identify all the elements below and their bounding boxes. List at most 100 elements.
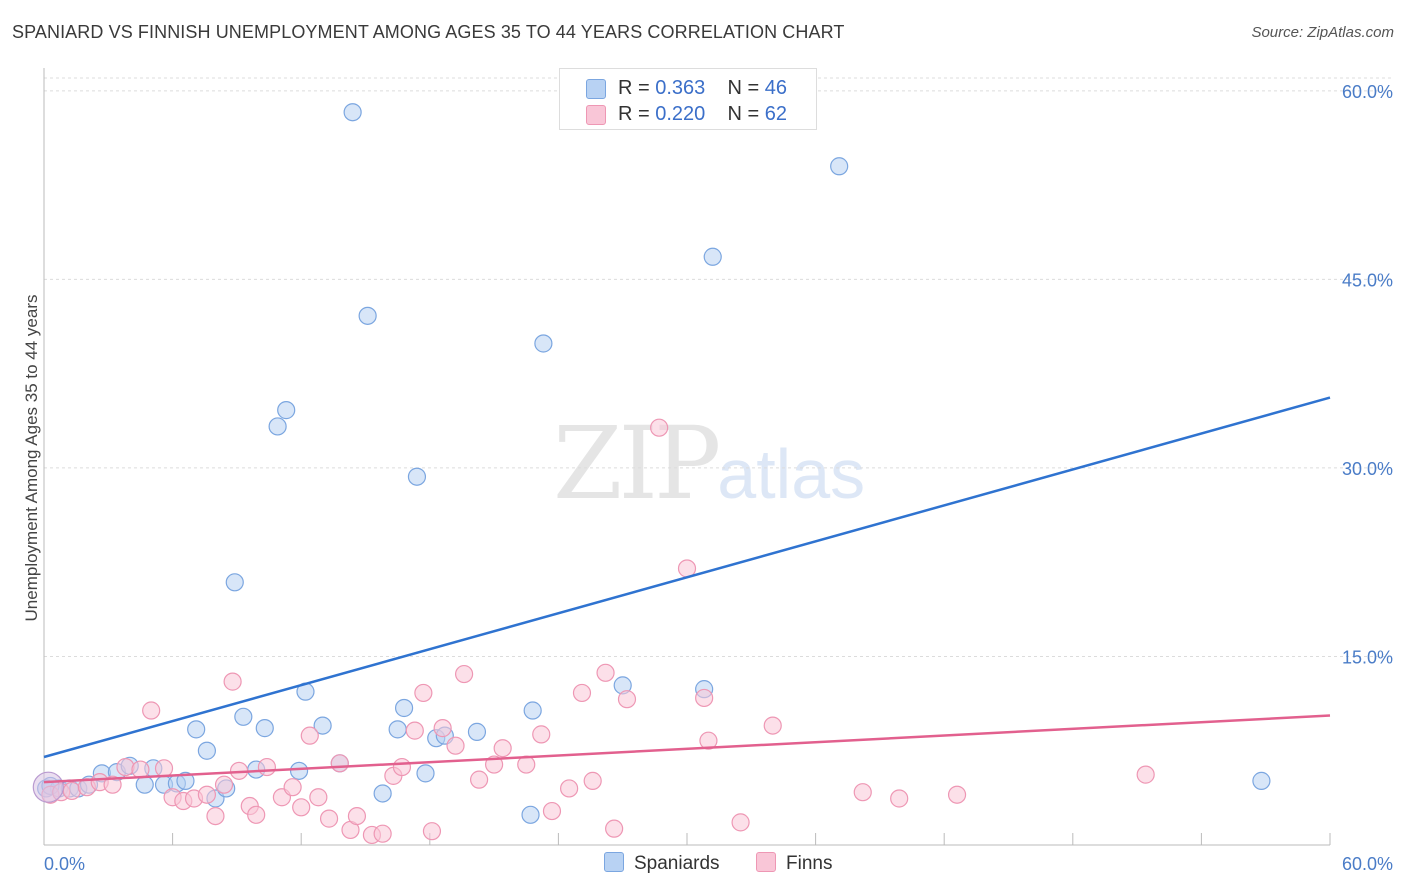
trend-lines bbox=[43, 396, 1331, 784]
finn-point bbox=[154, 759, 174, 778]
finn-point bbox=[890, 789, 909, 808]
spaniard-point bbox=[703, 247, 722, 266]
finn-point bbox=[257, 757, 277, 777]
legend-n-label: N = bbox=[727, 77, 765, 99]
spaniard-point bbox=[234, 707, 253, 726]
bottom-legend-swatch-spaniards bbox=[604, 852, 624, 872]
y-tick-label: 60.0% bbox=[1342, 82, 1393, 102]
spaniard-point bbox=[135, 775, 154, 794]
finn-point bbox=[373, 824, 392, 843]
finn-point bbox=[142, 701, 161, 720]
legend-n-value: 46 bbox=[764, 77, 788, 99]
spaniard-point bbox=[277, 401, 296, 420]
spaniard-point bbox=[1252, 771, 1271, 790]
finn-point bbox=[469, 770, 489, 789]
spaniard-point bbox=[289, 761, 309, 780]
finn-point bbox=[695, 688, 714, 708]
finn-point bbox=[62, 781, 81, 801]
finn-point bbox=[131, 760, 150, 779]
finn-point bbox=[422, 822, 442, 841]
y-tick-label: 45.0% bbox=[1342, 270, 1393, 290]
watermark: ZIPatlas bbox=[553, 405, 865, 522]
finn-point bbox=[206, 806, 225, 826]
spaniard-point bbox=[268, 417, 287, 436]
x-tick-label: 0.0% bbox=[44, 854, 85, 874]
finn-point bbox=[454, 664, 474, 684]
spaniard-point bbox=[255, 719, 274, 738]
x-tick-label: 60.0% bbox=[1342, 854, 1393, 874]
finn-point bbox=[116, 757, 135, 777]
watermark-atlas: atlas bbox=[717, 435, 866, 513]
finn-point bbox=[493, 739, 512, 758]
finn-point bbox=[699, 731, 718, 750]
finn-point bbox=[214, 775, 234, 794]
tick-labels: 15.0% 30.0% 45.0% 60.0% 0.0% 60.0% bbox=[44, 82, 1393, 874]
finn-point bbox=[446, 736, 465, 755]
legend-swatch-spaniards bbox=[586, 79, 606, 99]
spaniard-point bbox=[467, 722, 487, 741]
finn-point bbox=[731, 813, 750, 832]
spaniard-point bbox=[521, 805, 540, 824]
legend-r-value: 0.363 bbox=[655, 77, 706, 99]
finn-point bbox=[596, 663, 615, 682]
finn-point bbox=[853, 783, 872, 802]
finn-point bbox=[300, 726, 319, 745]
legend-r-label: R = bbox=[618, 103, 656, 125]
bottom-legend-label-finns: Finns bbox=[786, 853, 833, 874]
finn-point bbox=[542, 801, 562, 821]
finn-point bbox=[583, 771, 602, 790]
spaniard-point bbox=[176, 771, 195, 790]
bottom-legend-spaniards: Spaniards bbox=[604, 852, 720, 875]
finn-point bbox=[605, 819, 624, 838]
finn-point bbox=[392, 757, 412, 777]
spaniard-point bbox=[416, 764, 435, 783]
finn-point bbox=[433, 719, 452, 738]
spaniard-point bbox=[830, 157, 849, 176]
bottom-legend-swatch-finns bbox=[756, 852, 776, 872]
legend-n-label: N = bbox=[727, 103, 765, 125]
origin-cluster-point bbox=[32, 771, 64, 803]
finn-point bbox=[617, 690, 637, 709]
finn-point bbox=[197, 785, 216, 804]
finn-point bbox=[103, 775, 122, 794]
bottom-legend-label-spaniards: Spaniards bbox=[634, 853, 720, 874]
legend-n-value: 62 bbox=[764, 103, 788, 125]
finn-point bbox=[405, 721, 424, 740]
y-axis-label: Unemployment Among Ages 35 to 44 years bbox=[22, 295, 41, 622]
chart-title: SPANIARD VS FINNISH UNEMPLOYMENT AMONG A… bbox=[12, 22, 845, 42]
finn-point bbox=[947, 785, 967, 804]
finn-point bbox=[347, 806, 367, 826]
finn-point bbox=[292, 798, 311, 817]
finn-point bbox=[330, 754, 349, 773]
finn-point bbox=[763, 716, 782, 735]
spaniard-point bbox=[343, 103, 362, 122]
spaniard-point bbox=[394, 698, 414, 718]
finn-point bbox=[247, 805, 266, 824]
source-label: Source: ZipAtlas.com bbox=[1251, 24, 1394, 41]
finn-point bbox=[319, 809, 339, 828]
spaniard-point bbox=[225, 573, 244, 592]
finn-point bbox=[309, 788, 328, 807]
spaniard-point bbox=[358, 306, 377, 325]
finns-trend-line bbox=[43, 714, 1331, 784]
finn-point bbox=[1136, 765, 1155, 784]
data-points bbox=[32, 103, 1271, 845]
spaniard-point bbox=[313, 716, 332, 735]
finn-point bbox=[560, 779, 579, 798]
bottom-legend: Spaniards Finns bbox=[0, 850, 1406, 880]
spaniard-point bbox=[187, 720, 206, 739]
spaniard-point bbox=[534, 334, 553, 353]
axes bbox=[43, 68, 1331, 846]
finn-point bbox=[223, 672, 242, 691]
finn-point bbox=[532, 725, 551, 744]
spaniard-point bbox=[407, 467, 427, 486]
spaniards-trend-line bbox=[43, 396, 1331, 759]
spaniard-point bbox=[373, 784, 392, 803]
spaniard-point bbox=[388, 720, 407, 739]
finn-point bbox=[414, 683, 433, 703]
watermark-zip: ZIP bbox=[553, 405, 721, 522]
legend: R = 0.363 N = 46 R = 0.220 N = 62 bbox=[559, 68, 817, 130]
legend-r-value: 0.220 bbox=[655, 103, 706, 125]
y-tick-label: 15.0% bbox=[1342, 647, 1393, 667]
